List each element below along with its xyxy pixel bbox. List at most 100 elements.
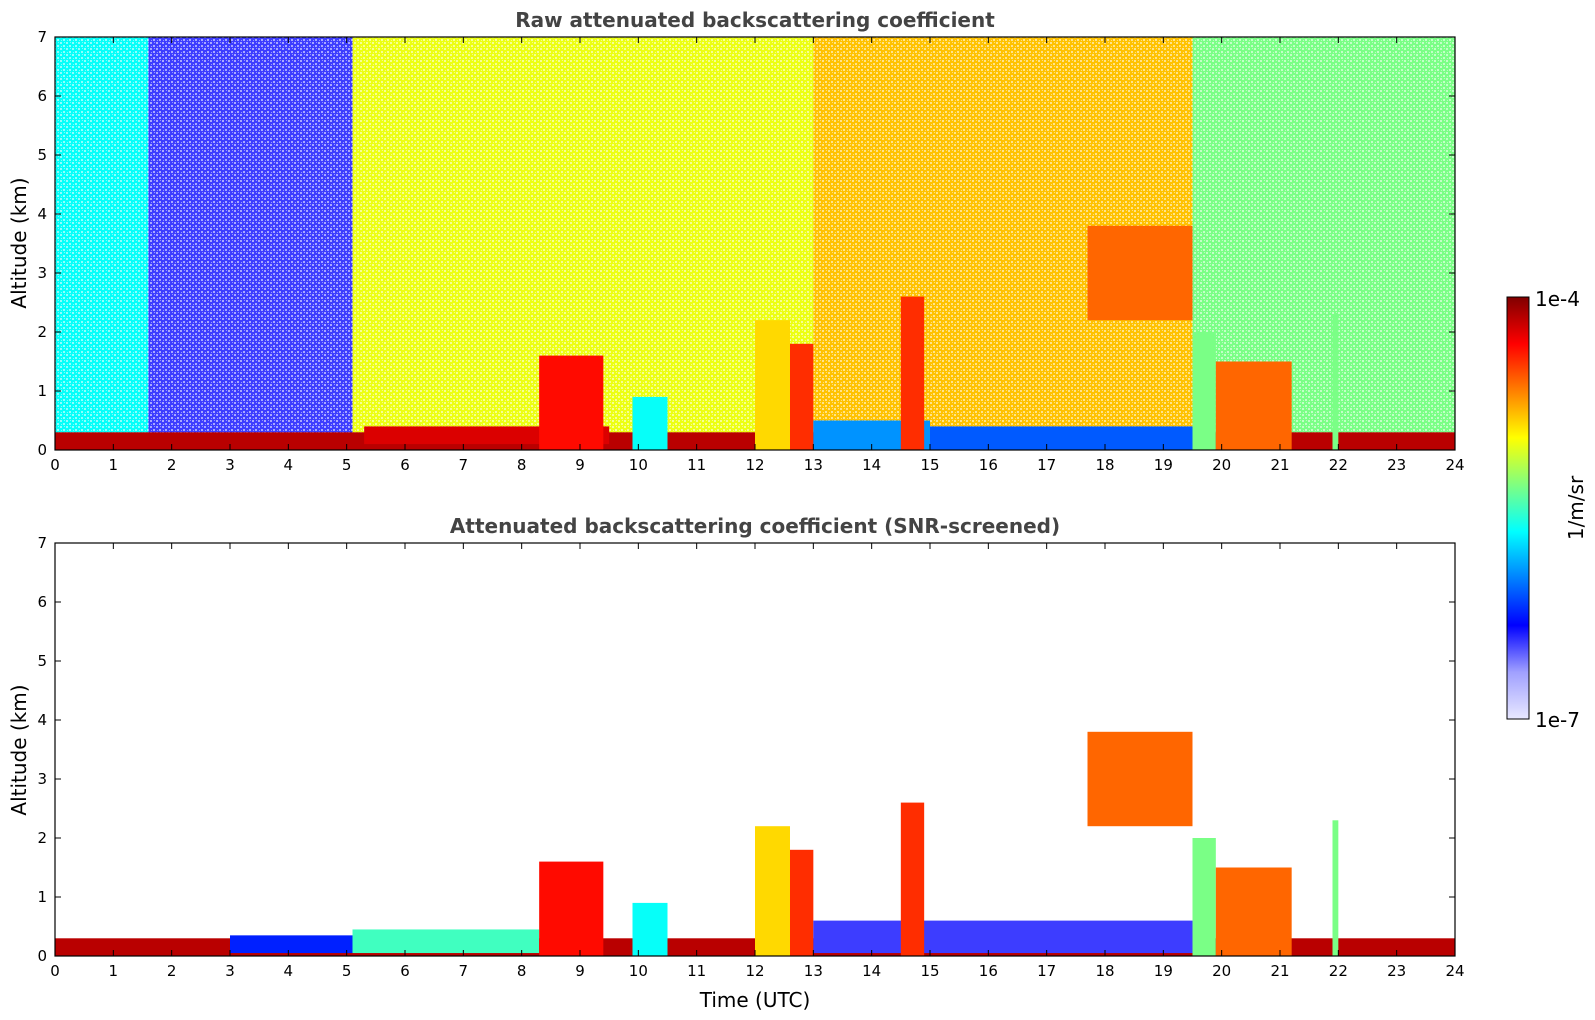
x-tick-label: 14 xyxy=(862,456,881,474)
y-tick-label: 5 xyxy=(37,146,47,164)
panel-raw-heatmap xyxy=(55,37,1455,450)
colorbar-max-label: 1e-4 xyxy=(1535,287,1580,311)
x-tick-label: 11 xyxy=(687,456,706,474)
panel-screened: Attenuated backscattering coefficient (S… xyxy=(7,514,1465,1012)
panel-screened-axes: 0 1 2 3 4 5 6 7 8 9 10 11 12 13 14 15 16 17 18 19 20 21 22 23 24… xyxy=(37,534,1464,980)
x-tick-label: 18 xyxy=(1095,962,1114,980)
backscatter-feature-12 xyxy=(1332,820,1339,956)
panel-screened-xlabel: Time (UTC) xyxy=(699,988,811,1012)
x-tick-label: 8 xyxy=(517,456,527,474)
backscatter-feature-7 xyxy=(900,296,925,450)
panel-raw: Raw attenuated backscattering coefficien… xyxy=(7,8,1465,474)
x-tick-label: 23 xyxy=(1387,962,1406,980)
backscatter-feature-12 xyxy=(1332,314,1339,450)
backscatter-feature-10 xyxy=(1192,332,1216,450)
x-tick-label: 1 xyxy=(109,456,119,474)
x-tick-label: 5 xyxy=(342,962,352,980)
x-tick-label: 4 xyxy=(284,962,294,980)
x-tick-label: 21 xyxy=(1270,456,1289,474)
x-tick-label: 17 xyxy=(1037,962,1056,980)
x-tick-label: 21 xyxy=(1270,962,1289,980)
y-tick-label: 4 xyxy=(37,205,47,223)
x-tick-label: 24 xyxy=(1445,456,1464,474)
backscatter-feature-8 xyxy=(930,426,1193,450)
x-tick-label: 2 xyxy=(167,962,177,980)
y-tick-label: 7 xyxy=(37,534,47,552)
x-tick-label: 5 xyxy=(342,456,352,474)
backscatter-feature-1 xyxy=(230,935,353,954)
x-tick-label: 9 xyxy=(575,456,585,474)
x-tick-label: 20 xyxy=(1212,456,1231,474)
colorbar-unit-label: 1/m/sr xyxy=(1564,475,1588,540)
panel-screened-title: Attenuated backscattering coefficient (S… xyxy=(450,514,1060,538)
backscatter-feature-4 xyxy=(755,320,790,450)
backscatter-feature-7 xyxy=(813,920,1193,954)
backscatter-feature-2 xyxy=(539,355,604,450)
colorbar-min-label: 1e-7 xyxy=(1535,708,1580,732)
x-tick-label: 6 xyxy=(400,456,410,474)
y-tick-label: 3 xyxy=(37,770,47,788)
noise-region-0-noise xyxy=(55,37,149,450)
backscatter-feature-5 xyxy=(790,343,814,450)
panel-screened-heatmap xyxy=(55,731,1455,956)
x-tick-label: 1 xyxy=(109,962,119,980)
y-tick-label: 6 xyxy=(37,593,47,611)
x-tick-label: 3 xyxy=(225,456,235,474)
x-tick-label: 13 xyxy=(804,456,823,474)
x-tick-label: 9 xyxy=(575,962,585,980)
x-tick-label: 0 xyxy=(50,962,60,980)
y-tick-label: 5 xyxy=(37,652,47,670)
y-tick-label: 6 xyxy=(37,87,47,105)
panel-screened-ylabel: Altitude (km) xyxy=(7,684,31,815)
y-tick-label: 0 xyxy=(37,441,47,459)
noise-region-1-noise xyxy=(148,37,353,450)
backscatter-feature-10 xyxy=(1192,838,1216,956)
x-tick-label: 8 xyxy=(517,962,527,980)
backscatter-feature-3 xyxy=(632,396,668,450)
x-tick-label: 19 xyxy=(1154,456,1173,474)
backscatter-feature-9 xyxy=(1087,731,1193,827)
x-tick-label: 12 xyxy=(745,456,764,474)
x-tick-label: 3 xyxy=(225,962,235,980)
y-tick-label: 4 xyxy=(37,711,47,729)
y-tick-label: 2 xyxy=(37,323,47,341)
backscatter-feature-11 xyxy=(1215,361,1292,450)
x-tick-label: 7 xyxy=(459,456,469,474)
x-tick-label: 17 xyxy=(1037,456,1056,474)
x-tick-label: 4 xyxy=(284,456,294,474)
x-tick-label: 24 xyxy=(1445,962,1464,980)
x-tick-label: 23 xyxy=(1387,456,1406,474)
x-tick-label: 16 xyxy=(979,456,998,474)
x-tick-label: 6 xyxy=(400,962,410,980)
x-tick-label: 11 xyxy=(687,962,706,980)
y-tick-label: 1 xyxy=(37,888,47,906)
backscatter-feature-6 xyxy=(790,849,814,956)
x-tick-label: 2 xyxy=(167,456,177,474)
x-tick-label: 18 xyxy=(1095,456,1114,474)
x-tick-label: 19 xyxy=(1154,962,1173,980)
y-tick-label: 3 xyxy=(37,264,47,282)
backscatter-feature-4 xyxy=(632,902,668,956)
backscatter-feature-5 xyxy=(755,826,790,956)
x-tick-label: 14 xyxy=(862,962,881,980)
backscatter-feature-3 xyxy=(539,861,604,956)
panel-raw-axes: 0 1 2 3 4 5 6 7 8 9 10 11 12 13 14 15 16 17 18 19 20 21 22 23 24… xyxy=(37,28,1464,474)
backscatter-feature-11 xyxy=(1215,867,1292,956)
x-tick-label: 12 xyxy=(745,962,764,980)
x-tick-label: 22 xyxy=(1329,962,1348,980)
backscatter-feature-9 xyxy=(1087,225,1193,321)
backscatter-feature-2 xyxy=(352,929,540,954)
x-tick-label: 10 xyxy=(629,456,648,474)
panel-raw-ylabel: Altitude (km) xyxy=(7,177,31,308)
y-tick-label: 0 xyxy=(37,947,47,965)
x-tick-label: 13 xyxy=(804,962,823,980)
y-tick-label: 1 xyxy=(37,382,47,400)
x-tick-label: 15 xyxy=(920,456,939,474)
x-tick-label: 0 xyxy=(50,456,60,474)
x-tick-label: 22 xyxy=(1329,456,1348,474)
panel-raw-title: Raw attenuated backscattering coefficien… xyxy=(515,8,995,32)
x-tick-label: 10 xyxy=(629,962,648,980)
backscatter-feature-8 xyxy=(900,802,925,956)
colorbar: 1e-4 1e-7 1/m/sr xyxy=(1506,287,1588,732)
